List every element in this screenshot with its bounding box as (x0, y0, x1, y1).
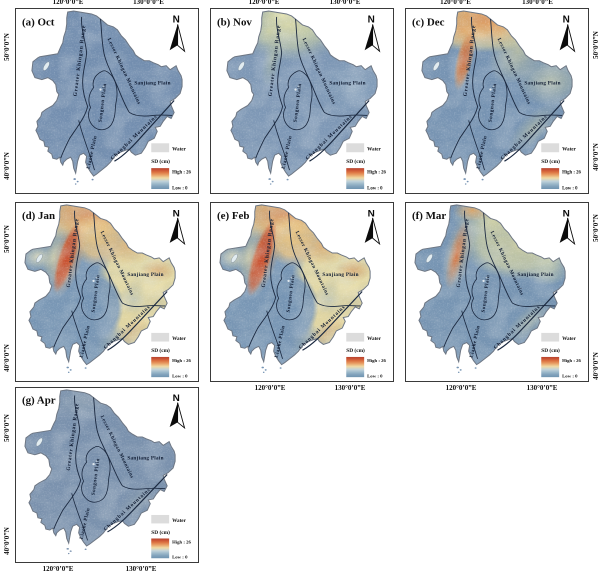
svg-text:Sanjiang Plain: Sanjiang Plain (134, 81, 170, 87)
svg-text:High : 26: High : 26 (367, 171, 386, 176)
svg-text:High : 26: High : 26 (562, 171, 581, 176)
svg-text:N: N (368, 15, 375, 26)
svg-text:(b) Nov: (b) Nov (217, 16, 252, 28)
svg-text:N: N (173, 208, 180, 219)
svg-text:N: N (563, 15, 570, 26)
svg-text:Water: Water (172, 336, 187, 342)
svg-text:Low : 0: Low : 0 (562, 187, 578, 192)
svg-text:High : 26: High : 26 (562, 359, 581, 364)
svg-text:Songnen Plain: Songnen Plain (98, 83, 109, 123)
svg-text:Water: Water (367, 336, 382, 342)
svg-text:Low : 0: Low : 0 (172, 187, 188, 192)
svg-text:(e) Feb: (e) Feb (217, 210, 249, 222)
svg-text:Water: Water (172, 147, 186, 153)
svg-text:Low : 0: Low : 0 (367, 187, 383, 192)
svg-text:SD (cm): SD (cm) (541, 158, 560, 165)
svg-text:Water: Water (562, 336, 577, 342)
svg-text:SD (cm): SD (cm) (541, 347, 560, 354)
svg-text:(c) Dec: (c) Dec (412, 16, 445, 28)
svg-text:N: N (173, 15, 180, 26)
svg-text:Sanjiang Plain: Sanjiang Plain (329, 81, 365, 87)
svg-text:Sanjiang Plain: Sanjiang Plain (524, 81, 560, 87)
svg-text:N: N (563, 208, 570, 219)
svg-text:(g) Apr: (g) Apr (22, 396, 56, 407)
svg-text:Songnen Plain: Songnen Plain (488, 83, 499, 123)
svg-text:Sanjiang Plain: Sanjiang Plain (517, 272, 553, 278)
svg-text:Sanjiang Plain: Sanjiang Plain (127, 457, 163, 462)
svg-text:High : 26: High : 26 (172, 359, 191, 364)
svg-text:Sanjiang Plain: Sanjiang Plain (127, 272, 163, 278)
svg-text:SD (cm): SD (cm) (151, 529, 170, 536)
svg-text:SD (cm): SD (cm) (151, 347, 170, 354)
svg-text:Low : 0: Low : 0 (172, 375, 188, 380)
svg-text:Songnen Plain: Songnen Plain (286, 274, 297, 313)
svg-text:SD (cm): SD (cm) (346, 158, 365, 165)
svg-text:Low : 0: Low : 0 (172, 556, 188, 561)
svg-text:(a) Oct: (a) Oct (22, 16, 55, 28)
svg-text:Sanjiang Plain: Sanjiang Plain (322, 272, 358, 278)
svg-text:SD (cm): SD (cm) (346, 347, 365, 354)
svg-text:High : 26: High : 26 (367, 359, 386, 364)
svg-text:Songnen Plain: Songnen Plain (293, 83, 304, 123)
svg-text:Songnen Plain: Songnen Plain (481, 274, 492, 313)
svg-text:Low : 0: Low : 0 (562, 375, 578, 380)
svg-text:(f) Mar: (f) Mar (412, 210, 447, 222)
svg-text:N: N (173, 393, 180, 404)
svg-text:(d) Jan: (d) Jan (22, 210, 55, 222)
svg-text:N: N (368, 208, 375, 219)
svg-text:Songnen Plain: Songnen Plain (91, 274, 102, 313)
svg-text:Songnen Plain: Songnen Plain (92, 458, 102, 496)
svg-text:High : 26: High : 26 (172, 171, 191, 176)
svg-text:Water: Water (562, 147, 576, 153)
svg-text:High : 26: High : 26 (172, 541, 191, 546)
svg-text:Water: Water (172, 519, 187, 524)
svg-text:Low : 0: Low : 0 (367, 375, 383, 380)
svg-text:Water: Water (367, 147, 381, 153)
svg-text:SD (cm): SD (cm) (151, 158, 170, 165)
